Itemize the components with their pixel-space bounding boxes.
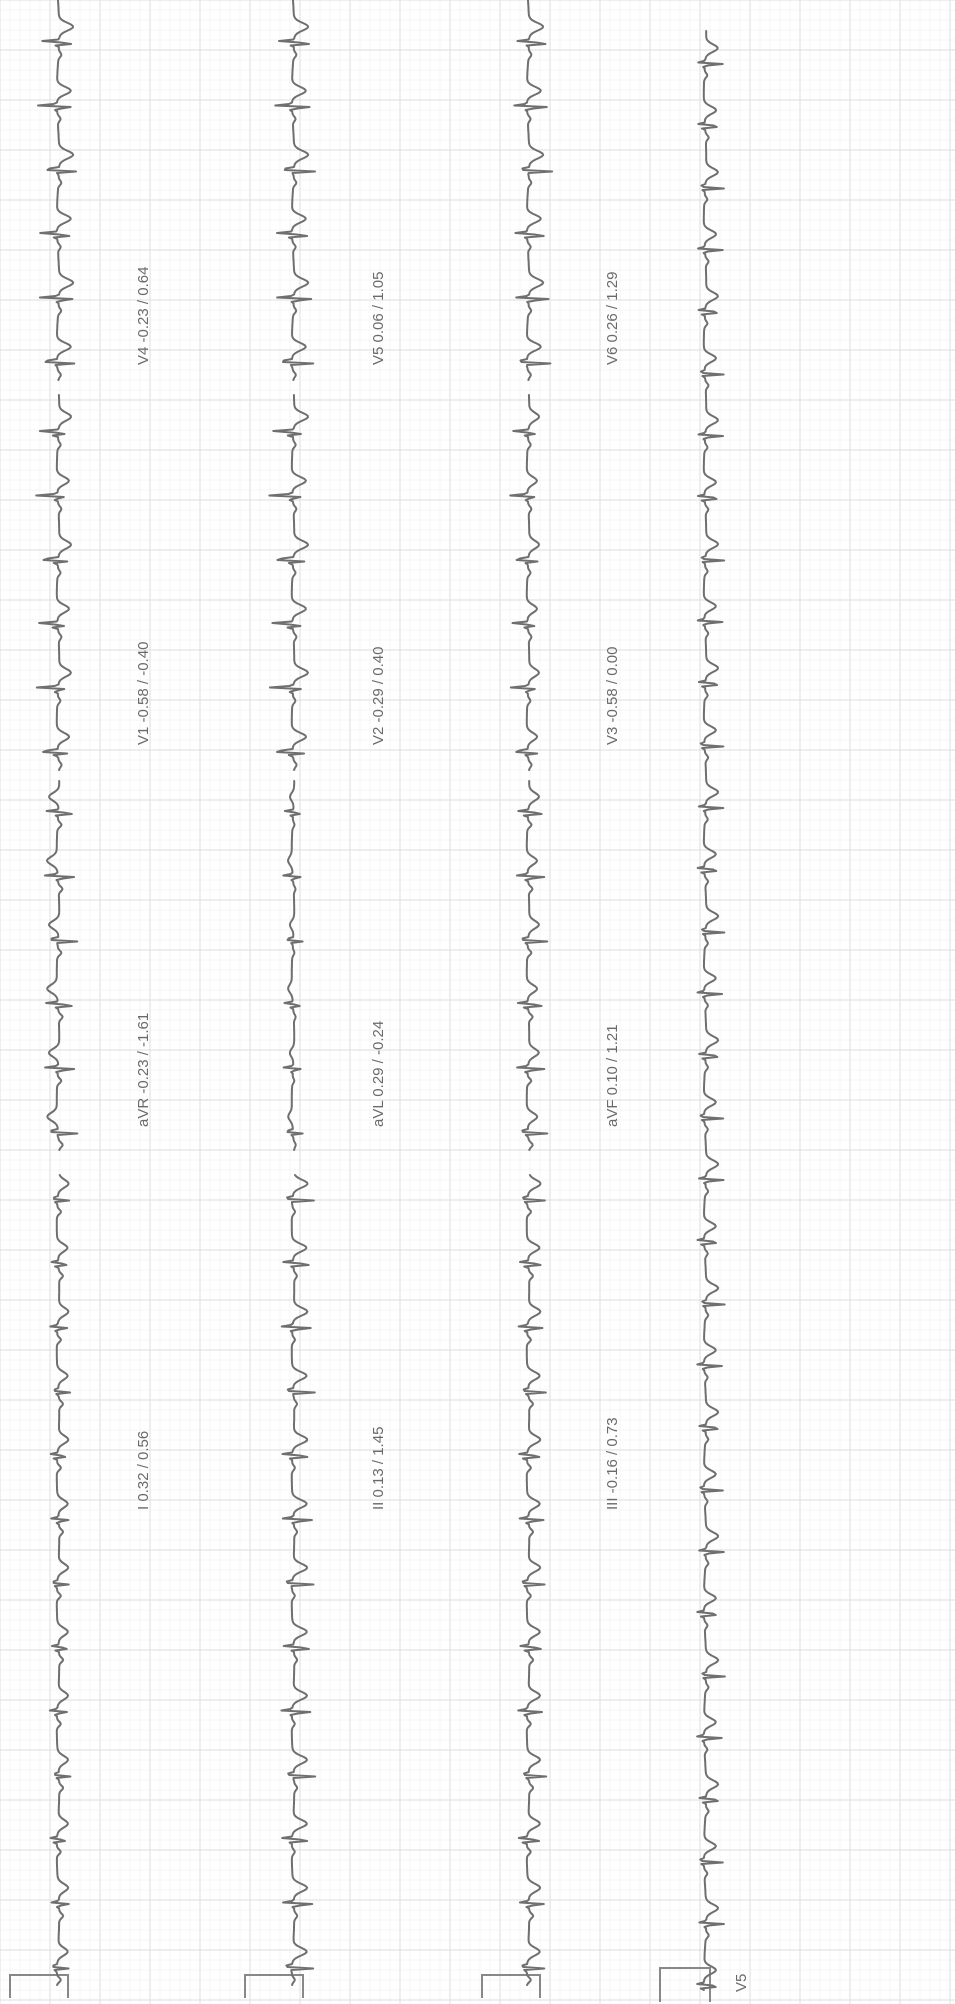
lead-trace (35, 394, 72, 771)
lead-trace (282, 780, 304, 1151)
rhythm-strip-trace (696, 30, 726, 1991)
lead-trace (43, 780, 79, 1151)
lead-label-V6: V6 0.26 / 1.29 (604, 272, 621, 365)
lead-trace (274, 0, 316, 381)
lead-trace (513, 0, 554, 381)
lead-label-aVF: aVF 0.10 / 1.21 (604, 1024, 621, 1127)
lead-trace (515, 780, 549, 1151)
lead-trace (37, 0, 77, 381)
lead-trace (517, 1174, 548, 1986)
calibration-pulse (244, 1974, 304, 1998)
lead-label-aVL: aVL 0.29 / -0.24 (370, 1021, 387, 1127)
lead-trace (268, 394, 309, 771)
lead-trace (509, 394, 540, 771)
lead-label-III: III -0.16 / 0.73 (604, 1417, 621, 1510)
calibration-pulse (9, 1974, 69, 1998)
lead-label-V2: V2 -0.29 / 0.40 (370, 647, 387, 745)
lead-label-V1: V1 -0.58 / -0.40 (135, 642, 152, 745)
lead-label-V3: V3 -0.58 / 0.00 (604, 647, 621, 745)
lead-label-V4: V4 -0.23 / 0.64 (135, 267, 152, 365)
lead-label-aVR: aVR -0.23 / -1.61 (135, 1013, 152, 1127)
calibration-pulse (481, 1974, 541, 1998)
lead-trace (280, 1174, 317, 1986)
lead-label-I: I 0.32 / 0.56 (135, 1431, 152, 1510)
lead-label-V5: V5 0.06 / 1.05 (370, 272, 387, 365)
rhythm-strip-label: V5 (733, 1974, 750, 1992)
lead-labels: I 0.32 / 0.56 II 0.13 / 1.45 III -0.16 /… (135, 267, 750, 1992)
traces (35, 0, 726, 1991)
lead-label-II: II 0.13 / 1.45 (370, 1427, 387, 1510)
calibration-pulses (9, 1967, 711, 2002)
lead-trace (48, 1174, 72, 1986)
